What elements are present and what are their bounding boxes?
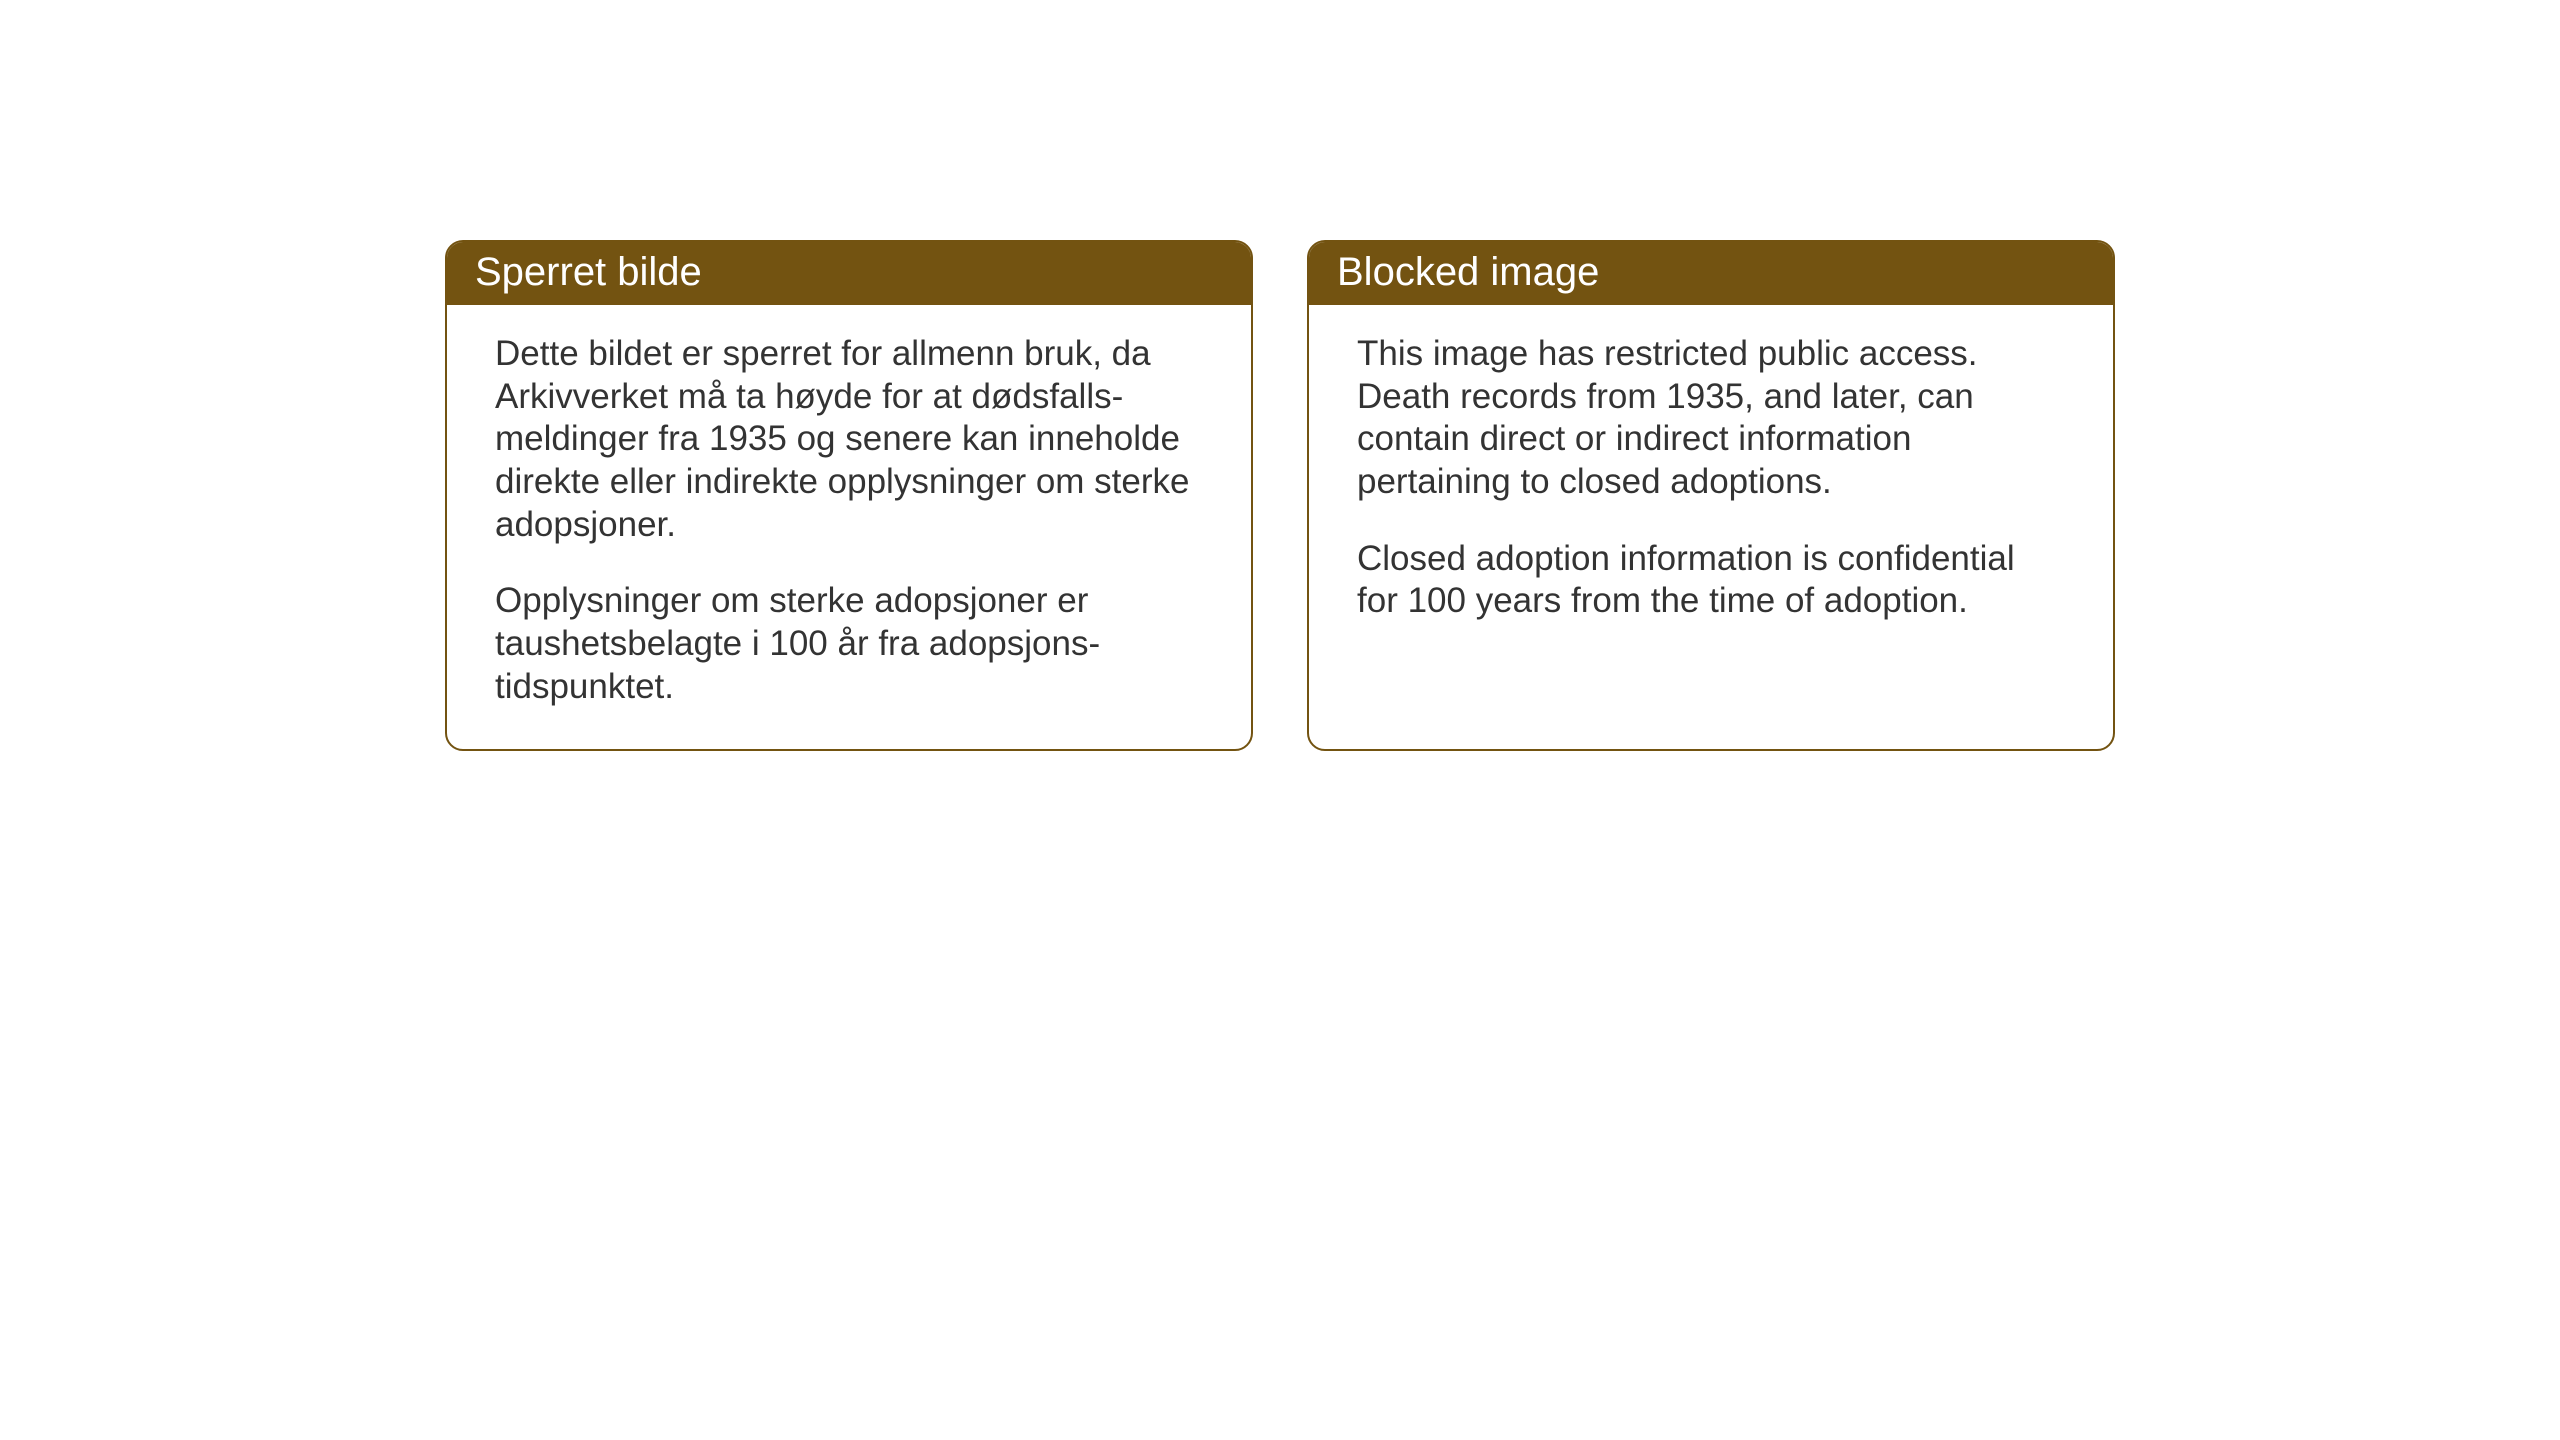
card-body-english: This image has restricted public access.…: [1309, 305, 2113, 747]
notice-card-english: Blocked image This image has restricted …: [1307, 240, 2115, 751]
card-paragraph-norwegian-2: Opplysninger om sterke adopsjoner er tau…: [495, 580, 1203, 708]
card-header-english: Blocked image: [1309, 242, 2113, 305]
card-paragraph-norwegian-1: Dette bildet er sperret for allmenn bruk…: [495, 333, 1203, 546]
card-title-norwegian: Sperret bilde: [475, 250, 702, 294]
card-paragraph-english-1: This image has restricted public access.…: [1357, 333, 2065, 504]
notice-card-norwegian: Sperret bilde Dette bildet er sperret fo…: [445, 240, 1253, 751]
card-header-norwegian: Sperret bilde: [447, 242, 1251, 305]
card-paragraph-english-2: Closed adoption information is confident…: [1357, 538, 2065, 623]
notice-container: Sperret bilde Dette bildet er sperret fo…: [0, 0, 2560, 751]
card-body-norwegian: Dette bildet er sperret for allmenn bruk…: [447, 305, 1251, 749]
card-title-english: Blocked image: [1337, 250, 1599, 294]
